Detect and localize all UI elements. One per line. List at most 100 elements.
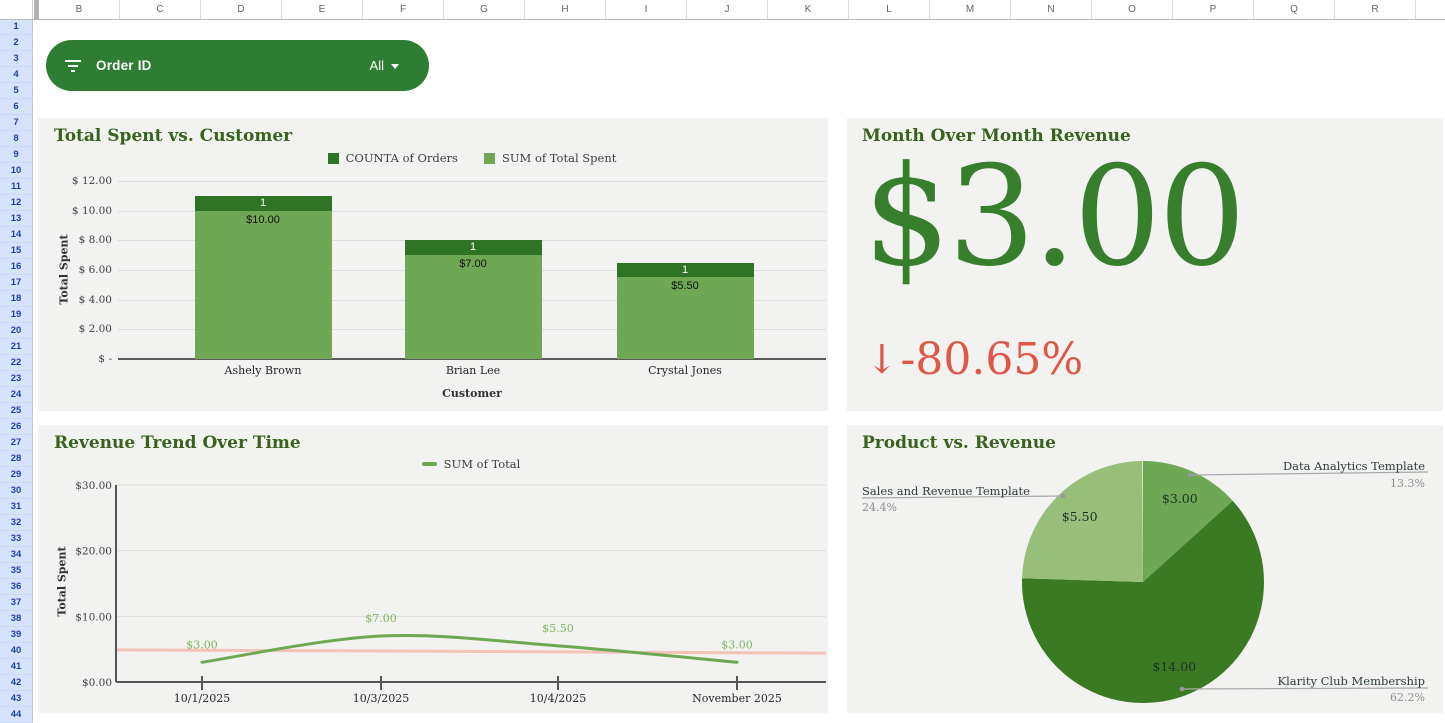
x-axis-tick-label: 10/3/2025 bbox=[353, 692, 409, 705]
y-axis-tick-label: $ 8.00 bbox=[78, 234, 112, 247]
row-header-5[interactable]: 5 bbox=[0, 83, 33, 99]
row-header-28[interactable]: 28 bbox=[0, 451, 33, 467]
scorecard-delta-value: -80.65% bbox=[900, 334, 1084, 385]
row-header-17[interactable]: 17 bbox=[0, 275, 33, 291]
y-axis-tick-label: $10.00 bbox=[75, 611, 112, 623]
column-header-I[interactable]: I bbox=[606, 0, 687, 19]
select-all-corner[interactable] bbox=[0, 0, 33, 19]
column-header-N[interactable]: N bbox=[1011, 0, 1092, 19]
y-axis-tick-label: $ 4.00 bbox=[78, 293, 112, 306]
column-header-F[interactable]: F bbox=[363, 0, 444, 19]
trendline bbox=[115, 648, 827, 655]
row-header-18[interactable]: 18 bbox=[0, 291, 33, 307]
row-header-32[interactable]: 32 bbox=[0, 515, 33, 531]
legend-label: SUM of Total Spent bbox=[501, 151, 617, 165]
column-header-O[interactable]: O bbox=[1092, 0, 1173, 19]
y-axis-title: Total Spent bbox=[57, 234, 71, 305]
column-header-L[interactable]: L bbox=[849, 0, 930, 19]
column-header-C[interactable]: C bbox=[120, 0, 201, 19]
row-header-20[interactable]: 20 bbox=[0, 323, 33, 339]
x-axis-title: Customer bbox=[442, 387, 502, 400]
row-header-10[interactable]: 10 bbox=[0, 163, 33, 179]
row-header-23[interactable]: 23 bbox=[0, 371, 33, 387]
pie-callout-dot bbox=[1060, 493, 1066, 499]
legend-entry: SUM of Total bbox=[421, 457, 520, 471]
chart-panel-product-vs-revenue[interactable]: Product vs. Revenue $3.00 $14.00 $5.50 Dat… bbox=[847, 425, 1443, 713]
scorecard-delta: ↓ -80.65% bbox=[865, 334, 1083, 385]
legend-label: COUNTA of Orders bbox=[345, 151, 458, 165]
row-header-19[interactable]: 19 bbox=[0, 307, 33, 323]
row-header-27[interactable]: 27 bbox=[0, 435, 33, 451]
row-header-31[interactable]: 31 bbox=[0, 499, 33, 515]
row-header-43[interactable]: 43 bbox=[0, 691, 33, 707]
column-header-M[interactable]: M bbox=[930, 0, 1011, 19]
bar-segment-order-count bbox=[616, 262, 754, 278]
row-header-26[interactable]: 26 bbox=[0, 419, 33, 435]
row-header-12[interactable]: 12 bbox=[0, 195, 33, 211]
column-header-E[interactable]: E bbox=[282, 0, 363, 19]
row-header-14[interactable]: 14 bbox=[0, 227, 33, 243]
row-header-40[interactable]: 40 bbox=[0, 643, 33, 659]
row-header-34[interactable]: 34 bbox=[0, 547, 33, 563]
row-header-44[interactable]: 44 bbox=[0, 707, 33, 723]
row-header-25[interactable]: 25 bbox=[0, 403, 33, 419]
point-value-label: $3.00 bbox=[186, 638, 218, 651]
pie-value-label: $14.00 bbox=[1152, 659, 1196, 674]
y-axis-tick-label: $ 6.00 bbox=[78, 264, 112, 276]
row-header-33[interactable]: 33 bbox=[0, 531, 33, 547]
column-header-J[interactable]: J bbox=[687, 0, 768, 19]
row-header-11[interactable]: 11 bbox=[0, 179, 33, 195]
row-header-15[interactable]: 15 bbox=[0, 243, 33, 259]
row-header-21[interactable]: 21 bbox=[0, 339, 33, 355]
bar-segment-order-count bbox=[194, 195, 332, 211]
row-header-22[interactable]: 22 bbox=[0, 355, 33, 371]
chart-panel-month-over-month-revenue[interactable]: Month Over Month Revenue $3.00 ↓ -80.65% bbox=[847, 118, 1443, 411]
legend-swatch bbox=[327, 152, 339, 164]
row-header-38[interactable]: 38 bbox=[0, 611, 33, 627]
x-axis-tick-label: 10/1/2025 bbox=[174, 692, 230, 705]
slicer-value-dropdown[interactable]: All bbox=[370, 58, 399, 73]
chart-panel-total-spent-vs-customer[interactable]: Total Spent vs. Customer COUNTA of Order… bbox=[38, 118, 828, 411]
hidden-column-indicator[interactable] bbox=[34, 0, 39, 19]
row-header-41[interactable]: 41 bbox=[0, 659, 33, 675]
column-header-H[interactable]: H bbox=[525, 0, 606, 19]
row-header-29[interactable]: 29 bbox=[0, 467, 33, 483]
y-axis-tick-label: $0.00 bbox=[82, 677, 112, 689]
column-header-D[interactable]: D bbox=[201, 0, 282, 19]
column-header-R[interactable]: R bbox=[1335, 0, 1416, 19]
row-header-9[interactable]: 9 bbox=[0, 147, 33, 163]
row-header-39[interactable]: 39 bbox=[0, 627, 33, 643]
column-header-B[interactable]: B bbox=[39, 0, 120, 19]
row-header-16[interactable]: 16 bbox=[0, 259, 33, 275]
revenue-line-series bbox=[200, 633, 739, 664]
column-header-K[interactable]: K bbox=[768, 0, 849, 19]
y-axis-tick-label: $20.00 bbox=[75, 546, 112, 558]
column-header-Q[interactable]: Q bbox=[1254, 0, 1335, 19]
row-header-1[interactable]: 1 bbox=[0, 19, 33, 35]
row-header-37[interactable]: 37 bbox=[0, 595, 33, 611]
point-value-label: $7.00 bbox=[365, 612, 397, 625]
row-header-42[interactable]: 42 bbox=[0, 675, 33, 691]
row-header-2[interactable]: 2 bbox=[0, 35, 33, 51]
row-header-8[interactable]: 8 bbox=[0, 131, 33, 147]
row-header-30[interactable]: 30 bbox=[0, 483, 33, 499]
row-header-7[interactable]: 7 bbox=[0, 115, 33, 131]
legend-entry: COUNTA of Orders bbox=[327, 151, 458, 165]
row-header-4[interactable]: 4 bbox=[0, 67, 33, 83]
row-header-13[interactable]: 13 bbox=[0, 211, 33, 227]
row-header-24[interactable]: 24 bbox=[0, 387, 33, 403]
column-header-P[interactable]: P bbox=[1173, 0, 1254, 19]
point-value-label: $3.00 bbox=[721, 638, 753, 651]
chart-panel-revenue-trend-over-time[interactable]: Revenue Trend Over Time SUM of Total $30… bbox=[38, 425, 828, 713]
y-axis-tick-label: $ 12.00 bbox=[71, 175, 112, 187]
row-header-36[interactable]: 36 bbox=[0, 579, 33, 595]
row-header-3[interactable]: 3 bbox=[0, 51, 33, 67]
pie-slice bbox=[1022, 500, 1264, 703]
chart-title: Product vs. Revenue bbox=[862, 433, 1056, 453]
pie-slice bbox=[1143, 461, 1233, 582]
order-id-slicer[interactable]: Order ID All bbox=[46, 40, 429, 91]
row-header-35[interactable]: 35 bbox=[0, 563, 33, 579]
chart-title: Total Spent vs. Customer bbox=[54, 126, 293, 146]
column-header-G[interactable]: G bbox=[444, 0, 525, 19]
row-header-6[interactable]: 6 bbox=[0, 99, 33, 115]
